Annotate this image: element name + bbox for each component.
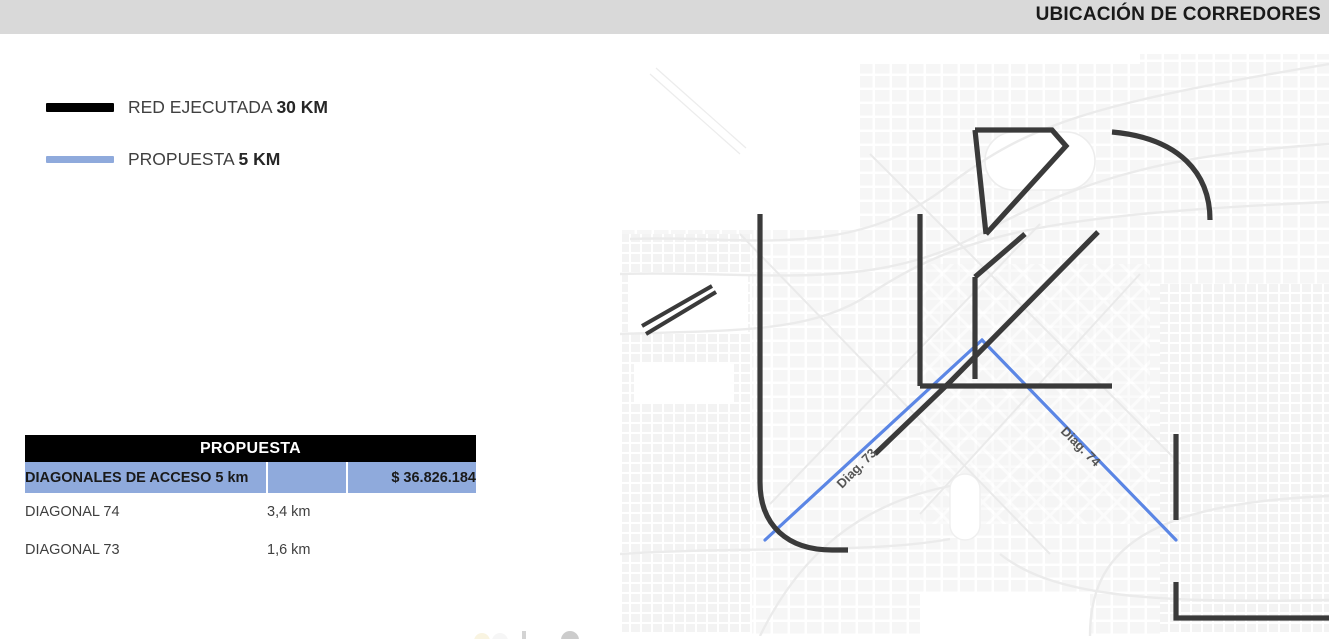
executed-top-loop — [975, 127, 1070, 236]
page-title: UBICACIÓN DE CORREDORES — [1035, 4, 1321, 25]
corridor-map[interactable]: Diag. 73 Diag. 74 — [620, 34, 1329, 636]
summary-middle — [267, 462, 348, 493]
executed-left-hook — [757, 214, 848, 553]
row-value: 3,4 km — [267, 504, 311, 520]
legend-item-label: PROPUESTA 5 KM — [128, 149, 280, 170]
proposed-diagonal-74 — [980, 338, 1178, 542]
legend-label-text: RED EJECUTADA — [128, 96, 277, 117]
executed-parallel-diagonal-b — [644, 290, 718, 336]
blue-line-swatch — [46, 155, 114, 163]
table-row: DIAGONAL 73 1,6 km — [25, 531, 476, 569]
row-value: 1,6 km — [267, 542, 311, 558]
proposed-diagonal-73 — [763, 338, 984, 542]
summary-label: DIAGONALES DE ACCESO 5 km — [25, 462, 268, 493]
executed-corridors — [641, 127, 1329, 621]
bottom-logo-artifact — [430, 626, 610, 644]
map-panel[interactable]: Diag. 73 Diag. 74 — [620, 34, 1329, 636]
table-header-row: PROPUESTA — [25, 435, 476, 462]
legend-item-label: RED EJECUTADA 30 KM — [128, 97, 328, 118]
legend-label-value: 5 KM — [238, 148, 281, 169]
executed-main-diagonal — [873, 230, 1100, 456]
table-title: PROPUESTA — [25, 435, 476, 462]
proposed-corridors — [763, 338, 1178, 542]
legend-item-propuesta: PROPUESTA 5 KM — [46, 142, 328, 176]
legend-item-red-ejecutada: RED EJECUTADA 30 KM — [46, 90, 328, 124]
executed-parallel-diagonal-a — [641, 284, 713, 328]
header-bar: UBICACIÓN DE CORREDORES — [0, 0, 1329, 34]
executed-right-arc — [1111, 129, 1213, 221]
row-name: DIAGONAL 74 — [25, 504, 120, 520]
legend: RED EJECUTADA 30 KM PROPUESTA 5 KM — [46, 90, 328, 176]
summary-amount: $ 36.826.184 — [391, 469, 476, 486]
table-row: DIAGONAL 74 3,4 km — [25, 493, 476, 531]
executed-loop-left — [972, 129, 989, 235]
left-panel: RED EJECUTADA 30 KM PROPUESTA 5 KM PROPU… — [0, 34, 620, 636]
propuesta-table: PROPUESTA DIAGONALES DE ACCESO 5 km $ 36… — [25, 435, 476, 569]
table-summary-row: DIAGONALES DE ACCESO 5 km $ 36.826.184 — [25, 462, 476, 493]
legend-label-value: 30 KM — [276, 96, 328, 117]
executed-bottom-right-corner — [1173, 582, 1329, 621]
black-line-swatch — [46, 102, 114, 112]
legend-label-text: PROPUESTA — [128, 148, 239, 169]
row-name: DIAGONAL 73 — [25, 542, 120, 558]
executed-short-diagonal — [973, 232, 1027, 279]
